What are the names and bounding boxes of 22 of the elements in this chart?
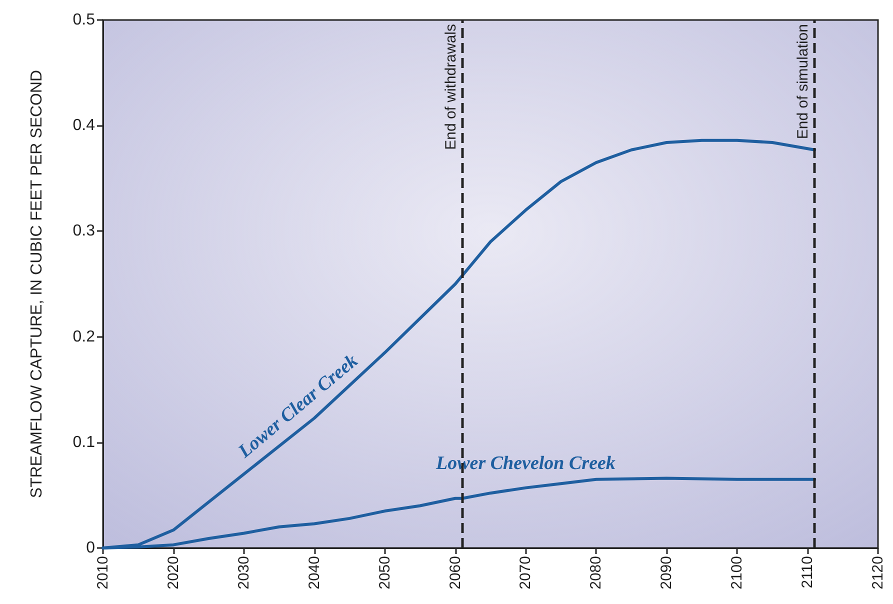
- x-tick-label: 2070: [517, 556, 534, 590]
- x-tick-label: 2020: [164, 556, 182, 590]
- y-tick-label: 0.1: [72, 434, 96, 451]
- x-tick-label: 2010: [94, 556, 112, 590]
- ref-line-label: End of withdrawals: [442, 24, 460, 150]
- x-tick-label: 2110: [799, 556, 816, 588]
- ref-line-label: End of simulation: [794, 24, 812, 140]
- x-tick-label: 2100: [728, 556, 746, 590]
- y-tick-label: 0.5: [72, 12, 96, 28]
- x-tick-label: 2060: [446, 556, 464, 590]
- x-tick-label: 2120: [870, 556, 886, 590]
- y-tick-label: 0.2: [72, 328, 96, 346]
- series-label: Lower Chevelon Creek: [435, 452, 616, 474]
- y-tick-label: 0: [86, 540, 96, 556]
- x-tick-label: 2040: [306, 556, 323, 590]
- x-tick-label: 2090: [658, 556, 676, 590]
- x-tick-label: 2050: [376, 556, 394, 590]
- x-tick-label: 2030: [235, 556, 252, 590]
- y-axis-title: STREAMFLOW CAPTURE, IN CUBIC FEET PER SECOND: [28, 70, 46, 498]
- x-tick-label: 2080: [588, 556, 605, 590]
- y-tick-label: 0.4: [72, 117, 96, 134]
- y-tick-label: 0.3: [72, 222, 96, 240]
